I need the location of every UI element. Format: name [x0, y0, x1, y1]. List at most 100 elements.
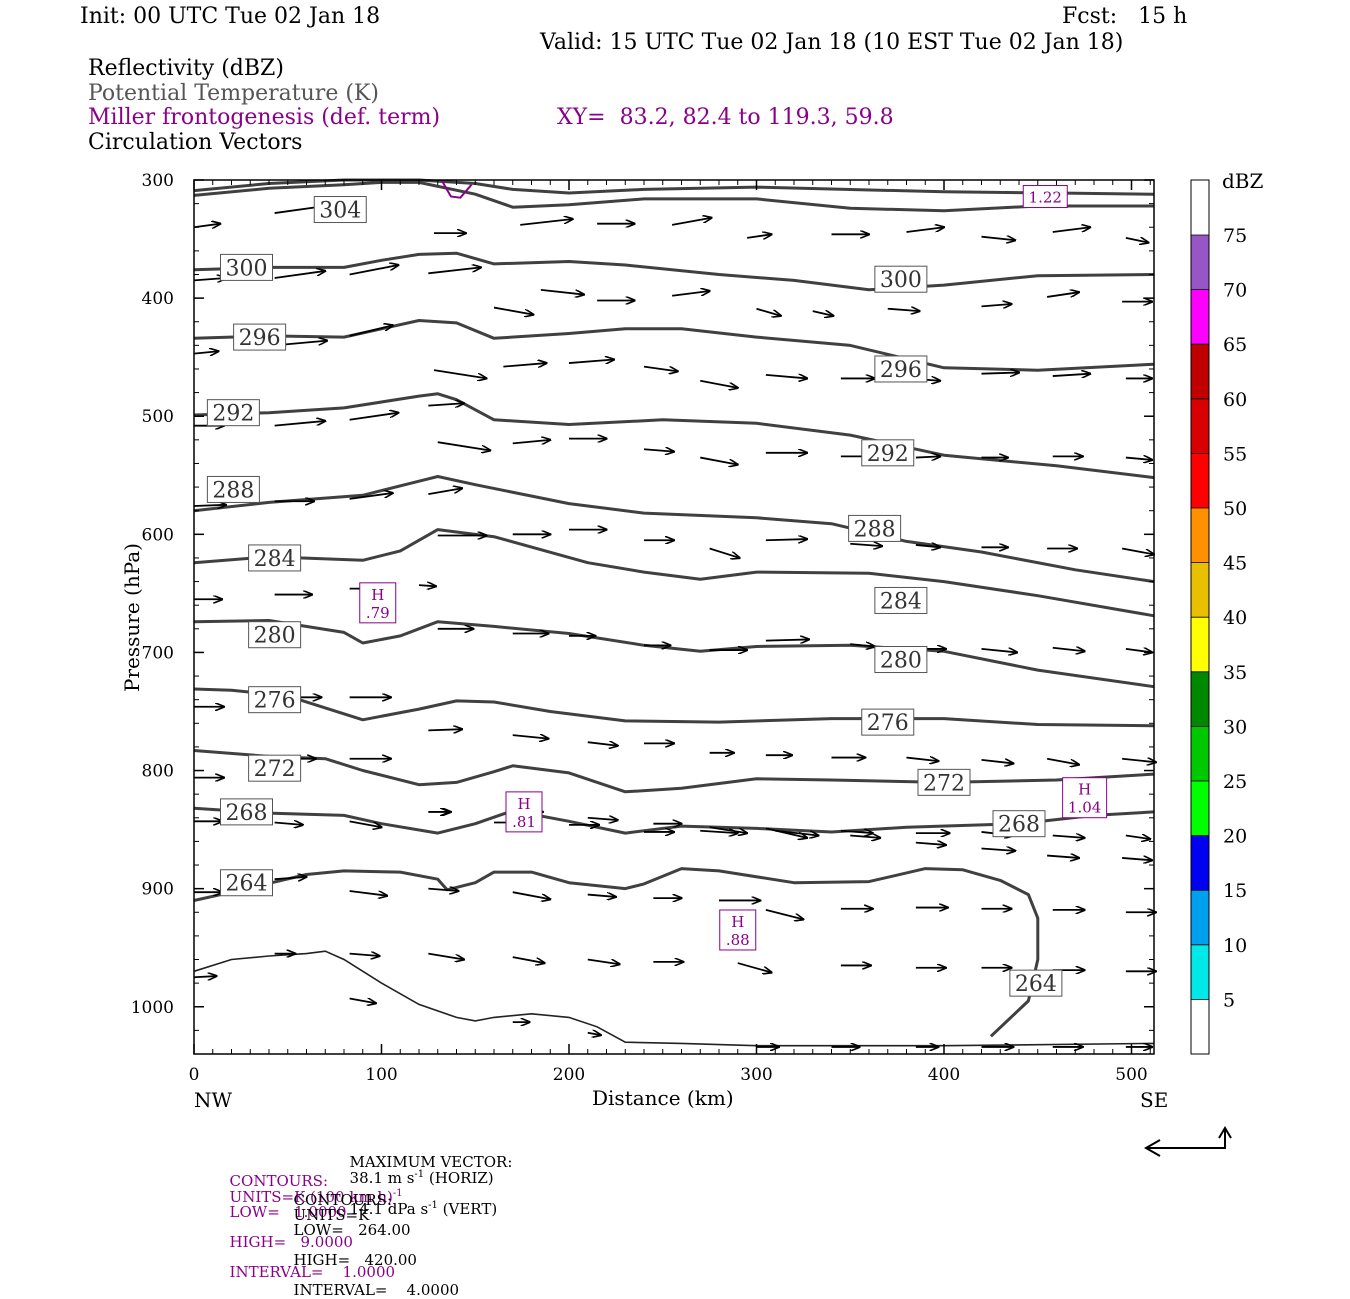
theta-contour-300: [193, 251, 1155, 292]
circulation-vector: [428, 889, 458, 891]
contour-label-box: [220, 869, 273, 897]
circulation-vector: [850, 836, 880, 838]
circulation-vector: [349, 954, 380, 956]
contour-label-300: 300: [874, 265, 928, 293]
circulation-vector: [915, 843, 946, 845]
circulation-vector: [915, 545, 940, 547]
miller-high-box: [1062, 777, 1108, 819]
colorbar-segment: [1191, 944, 1209, 1000]
contour-label-text: 284: [254, 547, 296, 572]
circulation-vector: [981, 760, 1014, 764]
circulation-vector: [709, 547, 740, 557]
circulation-vector: [709, 826, 748, 833]
miller-high-1.22: 1.22: [1022, 185, 1068, 209]
circulation-vector: [349, 325, 393, 337]
circulation-vector: [1052, 836, 1085, 838]
contour-label-text: 288: [212, 478, 254, 503]
colorbar-segment-top: [1191, 180, 1209, 235]
miller-high-box: [359, 582, 397, 624]
miller-high-.79: H.79: [359, 582, 397, 624]
contour-label-296: 296: [233, 323, 287, 351]
circulation-vector: [981, 304, 1012, 306]
miller-high-box: [719, 909, 757, 951]
contour-label-box: [917, 768, 971, 796]
colorbar-segment: [1191, 289, 1209, 345]
contour-label-text: 296: [880, 358, 922, 383]
contour-label-box: [206, 399, 260, 427]
circulation-vector: [643, 449, 674, 451]
colorbar-label: 25: [1223, 771, 1247, 793]
circulation-vector: [981, 649, 1018, 653]
contour-label-box: [848, 514, 902, 542]
colorbar-label: 30: [1223, 716, 1247, 738]
theta-contour-280: [193, 619, 1155, 689]
circulation-vector: [193, 505, 226, 506]
circulation-vector: [915, 456, 940, 457]
circulation-vector: [671, 218, 711, 226]
x-tick-label: 500: [1115, 1065, 1147, 1085]
contour-label-280: 280: [248, 621, 302, 649]
contour-label-268: 268: [992, 810, 1046, 838]
colorbar-label: 15: [1223, 880, 1247, 902]
circulation-vector: [1047, 856, 1079, 858]
circulation-vector: [850, 544, 882, 546]
circulation-vector: [700, 379, 738, 388]
circulation-vector: [700, 831, 738, 833]
contour-label-text: 268: [998, 813, 1040, 838]
colorbar-label: 10: [1223, 935, 1247, 957]
contour-label-box: [874, 265, 928, 293]
colorbar-label: 65: [1223, 334, 1247, 356]
circulation-vector: [765, 827, 807, 837]
init-time: Init: 00 UTC Tue 02 Jan 18: [80, 4, 381, 29]
contour-label-text: 280: [254, 624, 296, 649]
circulation-vector: [840, 831, 873, 833]
contour-label-box: [248, 544, 302, 572]
colorbar-label: 70: [1223, 280, 1247, 302]
contour-label-box: [248, 686, 302, 714]
plot-frame: [193, 179, 1155, 1055]
contour-label-292: 292: [206, 399, 260, 427]
contour-label-box: [874, 355, 928, 383]
circulation-vector: [512, 956, 545, 963]
circulation-vector: [1125, 238, 1149, 243]
circulation-vector: [433, 369, 487, 378]
terrain-surface: [193, 950, 1155, 1047]
contour-label-box: [220, 798, 273, 826]
circulation-vector: [1122, 759, 1156, 763]
theta-high: HIGH= 420.00: [293, 1251, 417, 1269]
y-tick-label: 1000: [131, 998, 174, 1018]
colorbar-segment: [1191, 999, 1209, 1054]
contour-label-264: 264: [1009, 969, 1063, 997]
x-tick-label: 200: [553, 1065, 585, 1085]
contour-label-276: 276: [861, 708, 915, 736]
field-miller: Miller frontogenesis (def. term): [88, 105, 441, 130]
x-axis-label: Distance (km): [592, 1086, 734, 1110]
circulation-vector: [765, 639, 809, 640]
circulation-vector: [349, 997, 376, 1003]
miller-high-letter: H: [371, 586, 384, 604]
circulation-vector: [850, 644, 874, 646]
circulation-vector: [512, 891, 551, 899]
circulation-vector: [349, 265, 399, 276]
miller-contours-label: CONTOURS:: [229, 1172, 329, 1190]
circulation-vector: [746, 234, 771, 238]
circulation-vector: [1122, 858, 1152, 860]
contour-label-text: 296: [239, 326, 281, 351]
contour-label-box: [861, 708, 915, 736]
contour-label-box: [1009, 969, 1063, 997]
y-tick-label: 500: [142, 407, 174, 427]
miller-high-box: [1022, 185, 1068, 209]
miller-high-value: .81: [512, 813, 536, 831]
max-horiz-sup: -1: [414, 1169, 425, 1180]
circulation-vector: [193, 976, 217, 977]
miller-high-box: [505, 791, 543, 833]
y-tick-label: 400: [142, 289, 174, 309]
y-tick-label: 800: [142, 762, 174, 782]
circulation-vector: [906, 758, 939, 762]
return-arrow-icon: [1148, 1130, 1226, 1149]
colorbar-unit: dBZ: [1222, 169, 1264, 193]
colorbar-label: 75: [1223, 225, 1247, 247]
circulation-vector: [274, 877, 307, 879]
x-axis-left-end: NW: [194, 1088, 233, 1112]
contour-label-272: 272: [248, 754, 302, 782]
